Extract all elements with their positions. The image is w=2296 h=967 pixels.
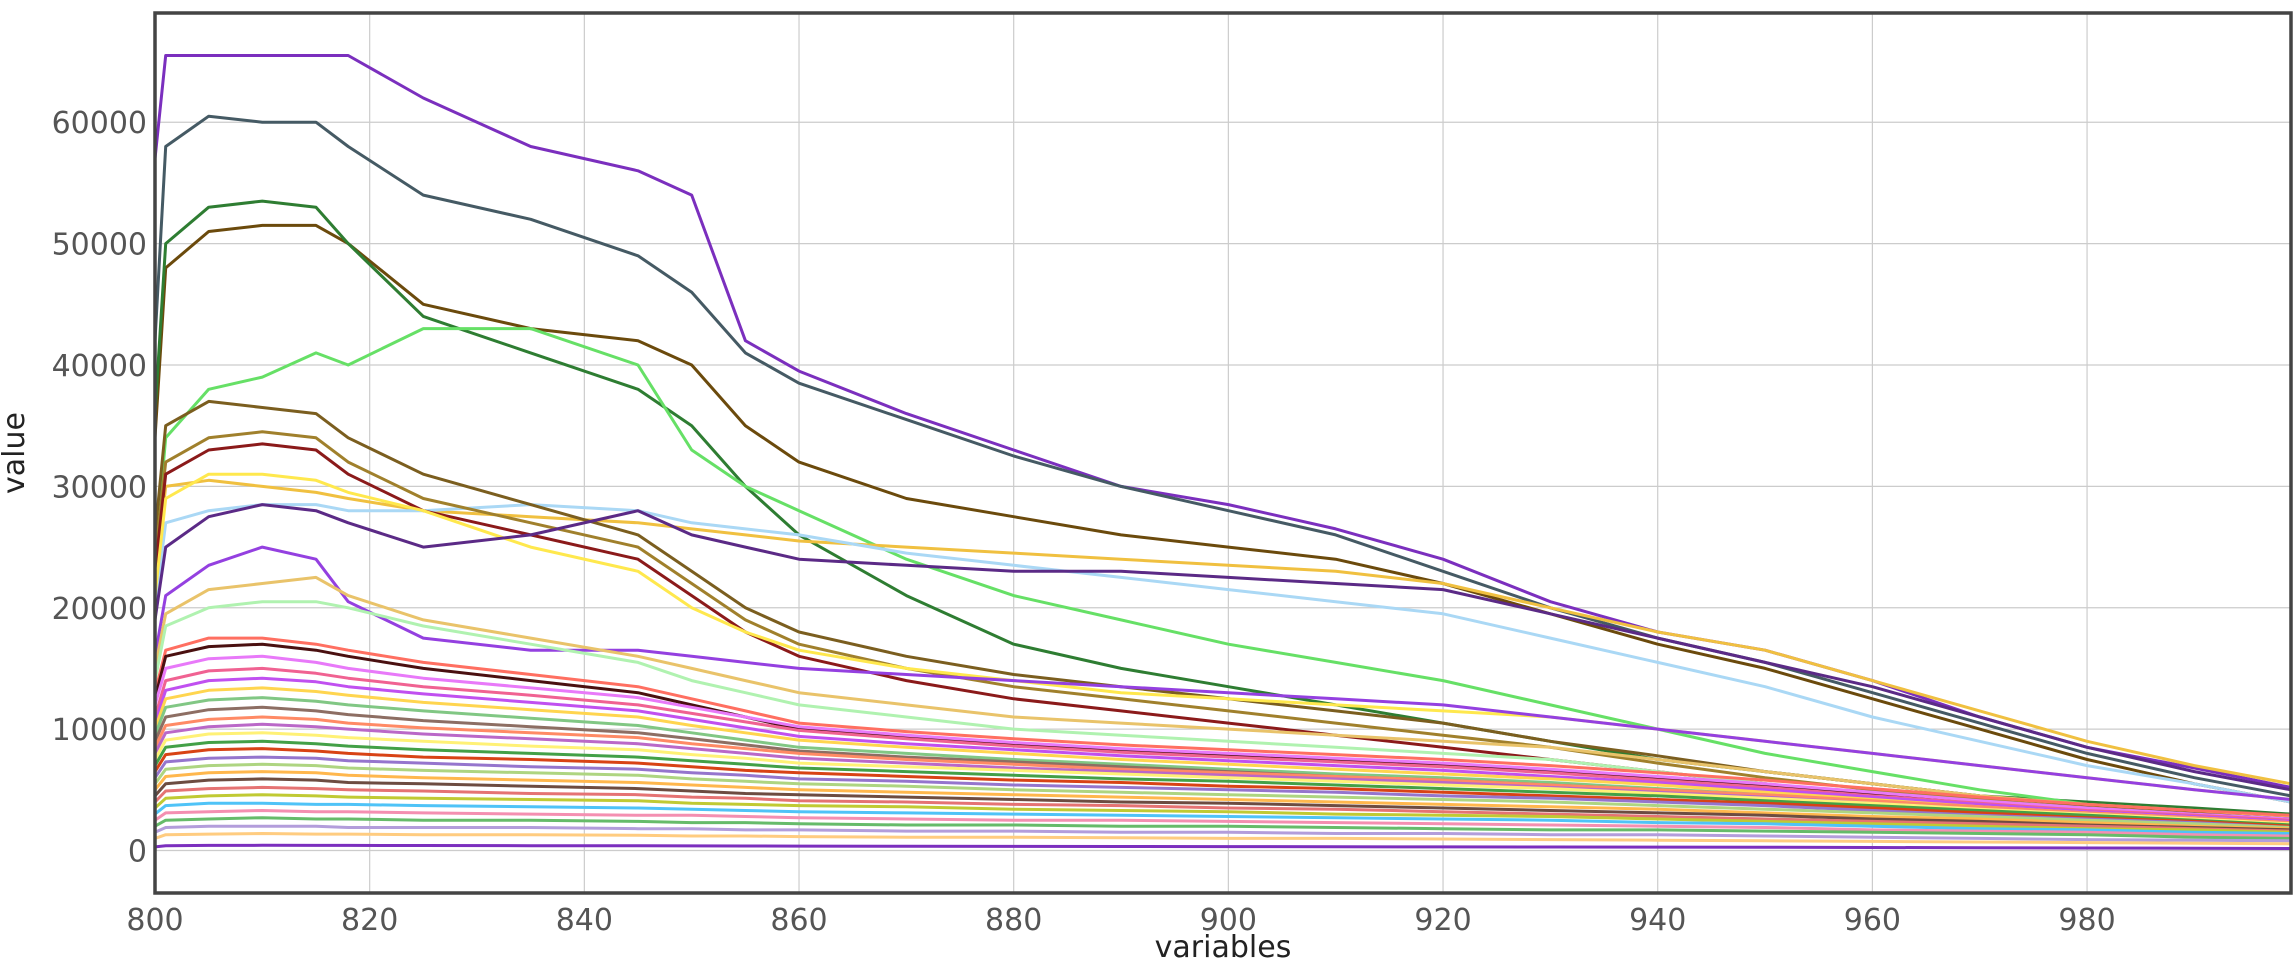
x-tick-label: 820 <box>341 903 398 938</box>
series-line-12 <box>153 503 2293 792</box>
series-line-3 <box>153 223 2293 804</box>
series-line-6 <box>153 478 2293 786</box>
series-line-38 <box>153 824 2293 843</box>
y-tick-label: 0 <box>128 835 147 870</box>
series-line-14 <box>153 575 2293 818</box>
series-line-29 <box>153 755 2293 829</box>
series-line-39 <box>153 832 2293 846</box>
series-group <box>153 54 2293 850</box>
series-line-18 <box>153 654 2293 821</box>
x-tick-label: 900 <box>1200 903 1257 938</box>
x-tick-label: 880 <box>985 903 1042 938</box>
y-axis-ticks: 0 10000 20000 30000 40000 50000 60000 <box>52 106 147 869</box>
series-line-28 <box>153 747 2293 828</box>
x-tick-label: 940 <box>1629 903 1686 938</box>
series-line-35 <box>153 801 2293 835</box>
series-line-24 <box>153 715 2293 825</box>
x-axis-ticks: 800 820 840 860 880 900 920 940 960 980 <box>126 903 2115 938</box>
y-axis-title: value <box>0 412 32 494</box>
series-line-2 <box>153 114 2293 798</box>
series-line-37 <box>153 816 2293 840</box>
x-tick-label: 860 <box>770 903 827 938</box>
x-axis-title: variables <box>1155 930 1292 965</box>
series-line-16 <box>153 636 2293 817</box>
series-line-27 <box>153 739 2293 827</box>
y-tick-label: 30000 <box>52 470 147 505</box>
series-line-40 <box>153 843 2293 850</box>
grid <box>154 13 2291 893</box>
series-line-34 <box>153 793 2293 834</box>
y-tick-label: 60000 <box>52 106 147 141</box>
series-line-1 <box>153 54 2293 789</box>
y-tick-label: 20000 <box>52 592 147 627</box>
series-line-30 <box>153 762 2293 829</box>
series-line-7 <box>153 503 2293 804</box>
x-tick-label: 800 <box>126 903 183 938</box>
x-tick-label: 960 <box>1844 903 1901 938</box>
x-tick-label: 840 <box>556 903 613 938</box>
series-line-20 <box>153 676 2293 823</box>
plot-frame <box>153 11 2293 895</box>
series-line-31 <box>153 770 2293 831</box>
series-line-32 <box>153 777 2293 832</box>
series-line-13 <box>153 545 2293 801</box>
series-line-36 <box>153 809 2293 838</box>
x-tick-label: 980 <box>2058 903 2115 938</box>
y-tick-label: 10000 <box>52 713 147 748</box>
series-line-5 <box>153 327 2293 822</box>
x-tick-label: 920 <box>1414 903 1471 938</box>
series-line-33 <box>153 785 2293 833</box>
series-line-26 <box>153 731 2293 826</box>
y-tick-label: 40000 <box>52 349 147 384</box>
y-tick-label: 50000 <box>52 228 147 263</box>
